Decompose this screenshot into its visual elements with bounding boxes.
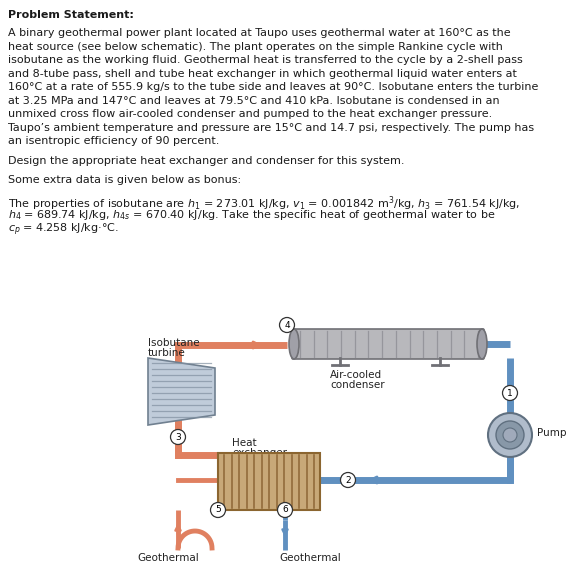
Circle shape — [171, 430, 186, 444]
Ellipse shape — [289, 329, 299, 359]
Polygon shape — [148, 358, 215, 425]
Text: A binary geothermal power plant located at Taupo uses geothermal water at 160°C : A binary geothermal power plant located … — [8, 28, 510, 38]
Text: 2: 2 — [345, 476, 351, 485]
Circle shape — [280, 318, 294, 333]
Circle shape — [503, 428, 517, 442]
Text: 5: 5 — [215, 505, 221, 514]
Circle shape — [496, 421, 524, 449]
Circle shape — [502, 385, 517, 401]
Text: isobutane as the working fluid. Geothermal heat is transferred to the cycle by a: isobutane as the working fluid. Geotherm… — [8, 55, 523, 65]
Text: $c_p$ = 4.258 kJ/kg·°C.: $c_p$ = 4.258 kJ/kg·°C. — [8, 222, 119, 238]
Circle shape — [210, 503, 225, 517]
Text: and 8-tube pass, shell and tube heat exchanger in which geothermal liquid water : and 8-tube pass, shell and tube heat exc… — [8, 68, 517, 79]
Text: condenser: condenser — [330, 380, 385, 390]
Text: The properties of isobutane are $h_1$ = 273.01 kJ/kg, $v_1$ = 0.001842 m$^3$/kg,: The properties of isobutane are $h_1$ = … — [8, 195, 520, 213]
FancyBboxPatch shape — [292, 329, 484, 359]
FancyBboxPatch shape — [218, 453, 320, 510]
Circle shape — [277, 503, 293, 517]
Text: turbine: turbine — [148, 348, 186, 358]
Text: at 3.25 MPa and 147°C and leaves at 79.5°C and 410 kPa. Isobutane is condensed i: at 3.25 MPa and 147°C and leaves at 79.5… — [8, 95, 500, 105]
Text: Air-cooled: Air-cooled — [330, 370, 382, 380]
Text: unmixed cross flow air-cooled condenser and pumped to the heat exchanger pressur: unmixed cross flow air-cooled condenser … — [8, 109, 492, 119]
Text: Isobutane: Isobutane — [148, 338, 200, 348]
Text: Geothermal: Geothermal — [279, 553, 341, 561]
Ellipse shape — [477, 329, 487, 359]
Text: Problem Statement:: Problem Statement: — [8, 10, 134, 20]
Text: an isentropic efficiency of 90 percent.: an isentropic efficiency of 90 percent. — [8, 136, 220, 146]
Text: Heat: Heat — [232, 438, 256, 448]
Text: 6: 6 — [282, 505, 288, 514]
Circle shape — [488, 413, 532, 457]
Text: Geothermal: Geothermal — [137, 553, 199, 561]
Text: 160°C at a rate of 555.9 kg/s to the tube side and leaves at 90°C. Isobutane ent: 160°C at a rate of 555.9 kg/s to the tub… — [8, 82, 538, 92]
Text: 3: 3 — [175, 433, 181, 442]
Text: exchanger: exchanger — [232, 448, 287, 458]
Text: Pump: Pump — [537, 428, 566, 438]
Text: $h_4$ = 689.74 kJ/kg, $h_{4s}$ = 670.40 kJ/kg. Take the specific heat of geother: $h_4$ = 689.74 kJ/kg, $h_{4s}$ = 670.40 … — [8, 208, 495, 222]
Text: 1: 1 — [507, 389, 513, 398]
Text: heat source (see below schematic). The plant operates on the simple Rankine cycl: heat source (see below schematic). The p… — [8, 42, 503, 52]
Text: Design the appropriate heat exchanger and condenser for this system.: Design the appropriate heat exchanger an… — [8, 155, 405, 165]
Text: 4: 4 — [284, 320, 290, 329]
Circle shape — [340, 472, 356, 488]
Text: Taupo’s ambient temperature and pressure are 15°C and 14.7 psi, respectively. Th: Taupo’s ambient temperature and pressure… — [8, 122, 534, 132]
Text: Some extra data is given below as bonus:: Some extra data is given below as bonus: — [8, 175, 241, 185]
